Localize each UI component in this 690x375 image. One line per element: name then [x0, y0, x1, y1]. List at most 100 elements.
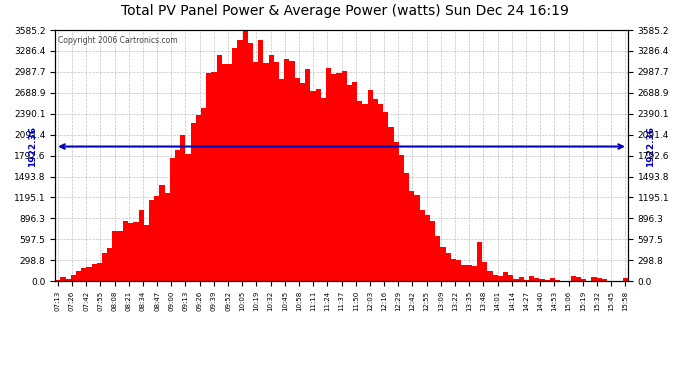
Bar — [149, 200, 154, 281]
Text: Total PV Panel Power & Average Power (watts) Sun Dec 24 16:19: Total PV Panel Power & Average Power (wa… — [121, 4, 569, 18]
Bar — [321, 98, 326, 281]
Bar — [519, 277, 524, 281]
Bar — [86, 267, 92, 281]
Bar — [248, 43, 253, 281]
Bar — [430, 221, 435, 281]
Bar — [576, 277, 581, 281]
Bar — [190, 123, 196, 281]
Bar — [305, 69, 310, 281]
Bar — [451, 259, 456, 281]
Bar — [66, 279, 71, 281]
Bar — [373, 99, 378, 281]
Bar — [71, 275, 76, 281]
Bar — [133, 222, 139, 281]
Text: 1922.36: 1922.36 — [28, 126, 37, 167]
Bar — [76, 271, 81, 281]
Bar — [378, 104, 383, 281]
Bar — [144, 225, 149, 281]
Text: Copyright 2006 Cartronics.com: Copyright 2006 Cartronics.com — [58, 36, 178, 45]
Bar — [206, 73, 211, 281]
Bar — [331, 74, 336, 281]
Bar — [462, 265, 466, 281]
Bar — [409, 191, 415, 281]
Bar — [342, 71, 347, 281]
Bar — [425, 215, 430, 281]
Bar — [591, 276, 597, 281]
Bar — [529, 276, 534, 281]
Bar — [211, 72, 217, 281]
Bar — [487, 270, 493, 281]
Bar — [258, 40, 264, 281]
Bar — [440, 246, 446, 281]
Bar — [139, 210, 144, 281]
Bar — [310, 91, 315, 281]
Bar — [388, 127, 393, 281]
Bar — [622, 278, 628, 281]
Bar — [347, 84, 352, 281]
Bar — [201, 108, 206, 281]
Text: 1922.36: 1922.36 — [646, 126, 655, 167]
Bar — [170, 158, 175, 281]
Bar — [571, 276, 576, 281]
Bar — [326, 68, 331, 281]
Bar — [336, 73, 342, 281]
Bar — [597, 278, 602, 281]
Bar — [102, 254, 107, 281]
Bar — [154, 196, 159, 281]
Bar — [237, 40, 243, 281]
Bar — [290, 61, 295, 281]
Bar — [92, 264, 97, 281]
Bar — [217, 54, 221, 281]
Bar — [497, 276, 503, 281]
Bar — [164, 193, 170, 281]
Bar — [420, 210, 425, 281]
Bar — [466, 265, 472, 281]
Bar — [180, 135, 186, 281]
Bar — [196, 115, 201, 281]
Bar — [477, 242, 482, 281]
Bar — [472, 266, 477, 281]
Bar — [274, 62, 279, 281]
Bar — [112, 231, 118, 281]
Bar — [352, 82, 357, 281]
Bar — [107, 248, 112, 281]
Bar — [393, 142, 399, 281]
Bar — [227, 63, 233, 281]
Bar — [61, 278, 66, 281]
Bar — [399, 154, 404, 281]
Bar — [357, 101, 362, 281]
Bar — [503, 272, 508, 281]
Bar — [123, 221, 128, 281]
Bar — [279, 79, 284, 281]
Bar — [513, 279, 519, 281]
Bar — [233, 48, 237, 281]
Bar — [493, 275, 497, 281]
Bar — [446, 253, 451, 281]
Bar — [55, 280, 61, 281]
Bar — [253, 62, 258, 281]
Bar — [435, 236, 440, 281]
Bar — [524, 280, 529, 281]
Bar — [295, 78, 300, 281]
Bar — [264, 63, 268, 281]
Bar — [300, 83, 305, 281]
Bar — [383, 112, 388, 281]
Bar — [315, 89, 321, 281]
Bar — [534, 278, 540, 281]
Bar — [415, 195, 420, 281]
Bar — [581, 279, 586, 281]
Bar — [284, 59, 290, 281]
Bar — [602, 279, 607, 281]
Bar — [482, 262, 487, 281]
Bar — [540, 279, 544, 281]
Bar — [186, 154, 190, 281]
Bar — [456, 261, 462, 281]
Bar — [555, 280, 560, 281]
Bar — [404, 173, 409, 281]
Bar — [97, 262, 102, 281]
Bar — [159, 184, 164, 281]
Bar — [128, 223, 133, 281]
Bar — [175, 150, 180, 281]
Bar — [550, 278, 555, 281]
Bar — [362, 104, 368, 281]
